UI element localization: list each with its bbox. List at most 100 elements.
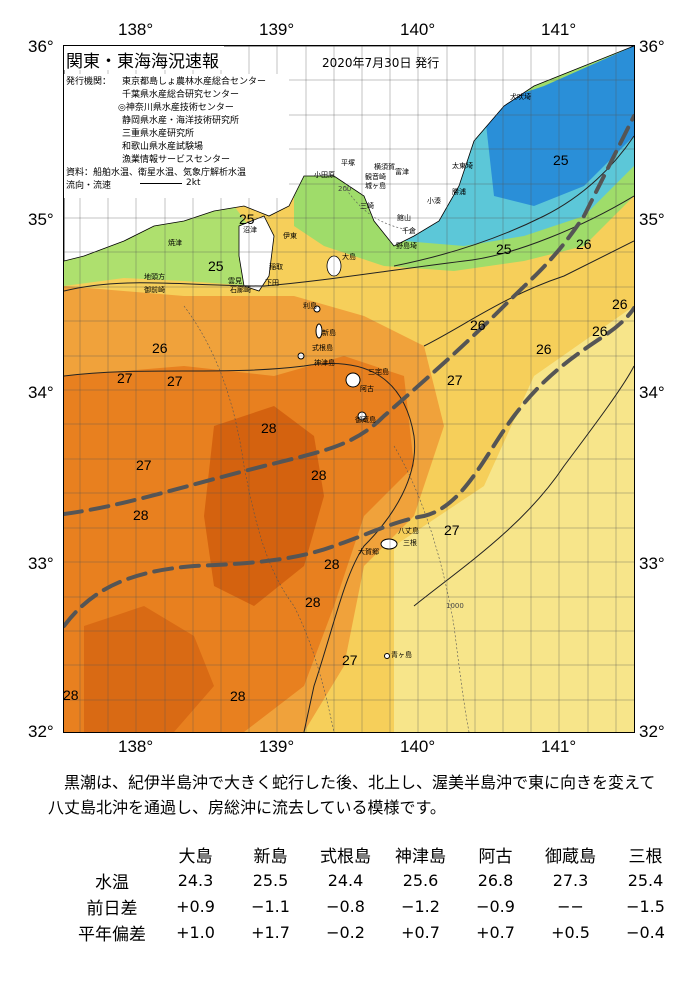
place-taito: 太東埼 xyxy=(452,162,473,170)
lon-tick-top-139: 139° xyxy=(259,20,295,39)
isotherm-label-26: 26 xyxy=(576,236,592,252)
place-omaezaki: 御前崎 xyxy=(144,286,165,294)
stat-value: −1.5 xyxy=(626,896,665,916)
stat-value: +0.7 xyxy=(401,922,440,942)
isotherm-label-25: 25 xyxy=(496,241,512,257)
stat-value: 24.3 xyxy=(177,870,214,890)
issuer-0: 東京都島しょ農林水産総合センター xyxy=(122,77,267,87)
place-katsuura: 勝浦 xyxy=(452,188,466,196)
place-miyakejima: 三宅島 xyxy=(368,368,389,376)
station-name: 三根 xyxy=(628,846,663,867)
land-miyakejima xyxy=(345,372,361,388)
lon-tick-bottom-140: 140° xyxy=(400,737,436,756)
map-title: 関東・東海海況速報 xyxy=(66,52,219,72)
issuer-box xyxy=(64,74,289,198)
isotherm-label-27: 27 xyxy=(136,457,152,473)
place-ito: 伊東 xyxy=(283,232,297,240)
station-name: 御蔵島 xyxy=(545,846,596,867)
isotherm-label-28: 28 xyxy=(261,420,277,436)
place-misaki: 三崎 xyxy=(360,202,374,210)
isotherm-label-27: 27 xyxy=(117,370,133,386)
station-stats-table: 大島 新島 式根島 神津島 阿古 御蔵島 三根 水温 24.3 25.5 24.… xyxy=(66,841,683,945)
lon-tick-bottom-138: 138° xyxy=(118,737,154,756)
lat-tick-left-35: 35° xyxy=(28,210,54,229)
land-toshima xyxy=(313,305,321,313)
lat-tick-left-32: 32° xyxy=(28,722,54,741)
place-nojimazaki: 野島埼 xyxy=(396,242,417,250)
isotherm-label-25: 25 xyxy=(239,211,255,227)
place-jogashima: 城ヶ島 xyxy=(365,182,386,190)
station-name: 大島 xyxy=(178,846,213,867)
isotherm-label-26: 26 xyxy=(612,296,628,312)
stat-value: −1.1 xyxy=(251,896,290,916)
issuer-1: 千葉県水産総合研究センター xyxy=(122,90,240,100)
place-okago: 大賀郷 xyxy=(358,548,379,556)
isotherm-label-26: 26 xyxy=(592,323,608,339)
stats-header-row: 大島 新島 式根島 神津島 阿古 御蔵島 三根 xyxy=(66,841,683,867)
place-aogashima: 青ヶ島 xyxy=(391,651,412,659)
isotherm-label-27: 27 xyxy=(167,373,183,389)
isotherm-label-26: 26 xyxy=(470,317,486,333)
isotherm-label-27: 27 xyxy=(444,522,460,538)
stat-value: 24.4 xyxy=(327,870,364,890)
place-ako: 阿古 xyxy=(360,385,374,393)
current-arrow-icon xyxy=(140,183,182,184)
stat-value: −− xyxy=(557,896,584,916)
isotherm-label-27: 27 xyxy=(447,372,463,388)
lat-tick-right-33: 33° xyxy=(639,554,665,573)
lat-tick-left-34: 34° xyxy=(28,383,54,402)
place-futtsu: 富津 xyxy=(395,168,409,176)
place-numazu: 沼津 xyxy=(243,226,257,234)
issuer-5: 和歌山県水産試験場 xyxy=(122,142,204,152)
isotherm-label-25: 25 xyxy=(208,258,224,274)
row-label: 前日差 xyxy=(86,898,138,919)
issuer-3: 静岡県水産・海洋技術研究所 xyxy=(122,116,240,126)
issue-date: 2020年7月30日 発行 xyxy=(322,56,440,70)
isotherm-label-28: 28 xyxy=(63,687,79,703)
place-kominato: 小湊 xyxy=(427,197,441,205)
stat-value: 25.6 xyxy=(402,870,439,890)
place-shimoda: 下田 xyxy=(265,279,279,287)
stats-row-normal-deviation: 平年偏差 +1.0 +1.7 −0.2 +0.7 +0.7 +0.5 −0.4 xyxy=(66,919,683,945)
place-mitsune: 三根 xyxy=(403,539,417,547)
land-hachijojima xyxy=(380,538,398,550)
current-legend-scale: 2kt xyxy=(186,178,201,188)
place-inubozaki: 犬吠埼 xyxy=(510,93,531,101)
place-mikurajima: 御蔵島 xyxy=(355,416,376,424)
isotherm-label-28: 28 xyxy=(305,594,321,610)
stat-value: 25.4 xyxy=(627,870,664,890)
stats-row-water-temp: 水温 24.3 25.5 24.4 25.6 26.8 27.3 25.4 xyxy=(66,867,683,893)
isotherm-label-28: 28 xyxy=(324,556,340,572)
place-chikura: 千倉 xyxy=(402,227,416,235)
data-sources: 資料：船舶水温、衛星水温、気象庁解析水温 xyxy=(66,168,247,178)
depth-label-1000: 1000 xyxy=(446,602,464,610)
stat-value: 27.3 xyxy=(552,870,589,890)
isotherm-label-28: 28 xyxy=(133,507,149,523)
graticule xyxy=(64,46,634,732)
lon-tick-bottom-141: 141° xyxy=(541,737,577,756)
stat-value: −0.9 xyxy=(476,896,515,916)
isotherm-label-28: 28 xyxy=(311,467,327,483)
lon-tick-top-141: 141° xyxy=(541,20,577,39)
depth-label-200: 200 xyxy=(338,185,352,193)
lon-tick-top-140: 140° xyxy=(400,20,436,39)
place-inatori: 稲取 xyxy=(269,263,283,271)
isotherm-label-25: 25 xyxy=(553,152,569,168)
station-name: 新島 xyxy=(253,846,288,867)
land-izu-peninsula xyxy=(238,215,275,292)
pale-yellow-zone xyxy=(394,306,634,732)
stat-value: 26.8 xyxy=(477,870,514,890)
place-oshima: 大島 xyxy=(342,253,356,261)
place-hachijojima: 八丈島 xyxy=(398,527,419,535)
stat-value: −1.2 xyxy=(401,896,440,916)
place-kumomi: 雲見 xyxy=(228,277,242,285)
place-yokosuka: 横須賀 xyxy=(374,163,395,171)
kuroshio-axis xyxy=(64,114,634,628)
lon-tick-bottom-139: 139° xyxy=(259,737,295,756)
place-hirazuka: 平塚 xyxy=(341,159,355,167)
place-yaizu: 焼津 xyxy=(168,239,182,247)
current-legend-label: 流向・流速 xyxy=(66,181,112,191)
issuer-2: ◎神奈川県水産技術センター xyxy=(118,103,234,113)
lon-tick-top-138: 138° xyxy=(118,20,154,39)
row-label: 水温 xyxy=(95,872,129,893)
